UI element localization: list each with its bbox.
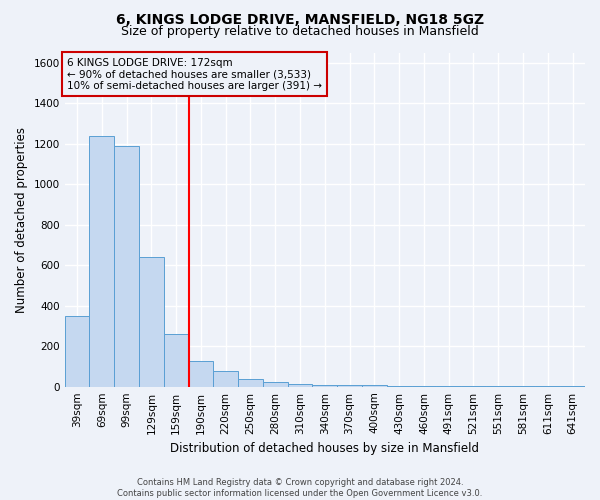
- Bar: [214, 372, 238, 386]
- Text: 6, KINGS LODGE DRIVE, MANSFIELD, NG18 5GZ: 6, KINGS LODGE DRIVE, MANSFIELD, NG18 5G…: [116, 12, 484, 26]
- Bar: [313, 384, 337, 386]
- Text: Size of property relative to detached houses in Mansfield: Size of property relative to detached ho…: [121, 25, 479, 38]
- Text: 6 KINGS LODGE DRIVE: 172sqm
← 90% of detached houses are smaller (3,533)
10% of : 6 KINGS LODGE DRIVE: 172sqm ← 90% of det…: [67, 58, 322, 90]
- Bar: [89, 136, 114, 386]
- Text: Contains HM Land Registry data © Crown copyright and database right 2024.
Contai: Contains HM Land Registry data © Crown c…: [118, 478, 482, 498]
- Y-axis label: Number of detached properties: Number of detached properties: [15, 126, 28, 312]
- Bar: [164, 334, 188, 386]
- X-axis label: Distribution of detached houses by size in Mansfield: Distribution of detached houses by size …: [170, 442, 479, 455]
- Bar: [263, 382, 287, 386]
- Bar: [238, 379, 263, 386]
- Bar: [114, 146, 139, 386]
- Bar: [287, 384, 313, 386]
- Bar: [139, 257, 164, 386]
- Bar: [188, 362, 214, 386]
- Bar: [65, 316, 89, 386]
- Bar: [337, 385, 362, 386]
